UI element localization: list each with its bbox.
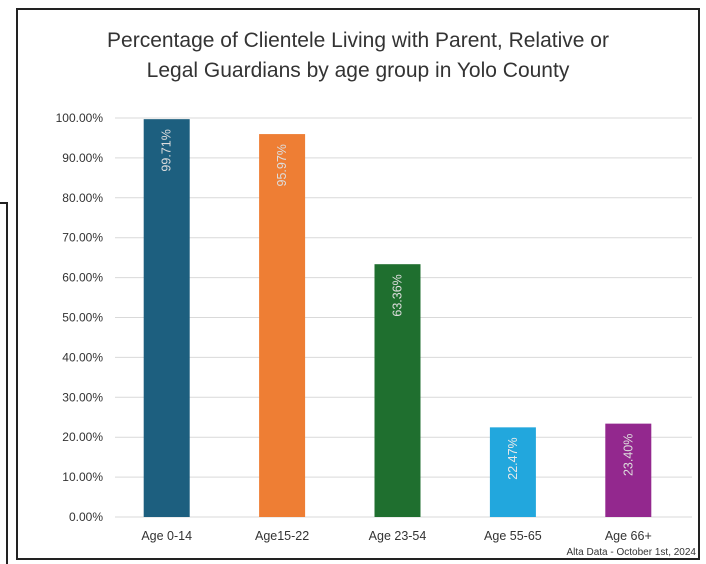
y-tick-label: 0.00% xyxy=(69,510,103,524)
bar xyxy=(143,119,190,517)
y-tick-label: 80.00% xyxy=(62,191,103,205)
x-category-label: Age 23-54 xyxy=(369,529,427,543)
bar-value-label: 63.36% xyxy=(391,274,405,316)
y-tick-label: 10.00% xyxy=(62,470,103,484)
bar xyxy=(374,264,421,517)
bar xyxy=(489,427,536,517)
x-category-label: Age 55-65 xyxy=(484,529,542,543)
source-note: Alta Data - October 1st, 2024 xyxy=(566,547,696,558)
y-tick-label: 70.00% xyxy=(62,231,103,245)
y-tick-label: 60.00% xyxy=(62,271,103,285)
y-tick-label: 100.00% xyxy=(56,111,104,125)
chart-frame xyxy=(16,8,700,560)
y-tick-label: 30.00% xyxy=(62,390,103,404)
bar xyxy=(605,423,652,517)
bar-value-label: 99.71% xyxy=(160,129,174,171)
bar xyxy=(259,134,306,517)
bar-value-label: 95.97% xyxy=(275,144,289,186)
x-category-label: Age 66+ xyxy=(605,529,652,543)
chart-title-line-2: Legal Guardians by age group in Yolo Cou… xyxy=(146,59,570,82)
y-tick-label: 90.00% xyxy=(62,151,103,165)
bar-value-label: 23.40% xyxy=(621,434,635,476)
x-category-label: Age 0-14 xyxy=(141,529,192,543)
y-tick-label: 20.00% xyxy=(62,430,103,444)
y-tick-label: 50.00% xyxy=(62,311,103,325)
y-tick-label: 40.00% xyxy=(62,350,103,364)
bar-value-label: 22.47% xyxy=(506,437,520,479)
x-category-label: Age15-22 xyxy=(255,529,309,543)
chart-title-line-1: Percentage of Clientele Living with Pare… xyxy=(107,29,609,52)
background-panel-edge xyxy=(0,202,8,564)
chart-title: Percentage of Clientele Living with Pare… xyxy=(16,26,700,86)
